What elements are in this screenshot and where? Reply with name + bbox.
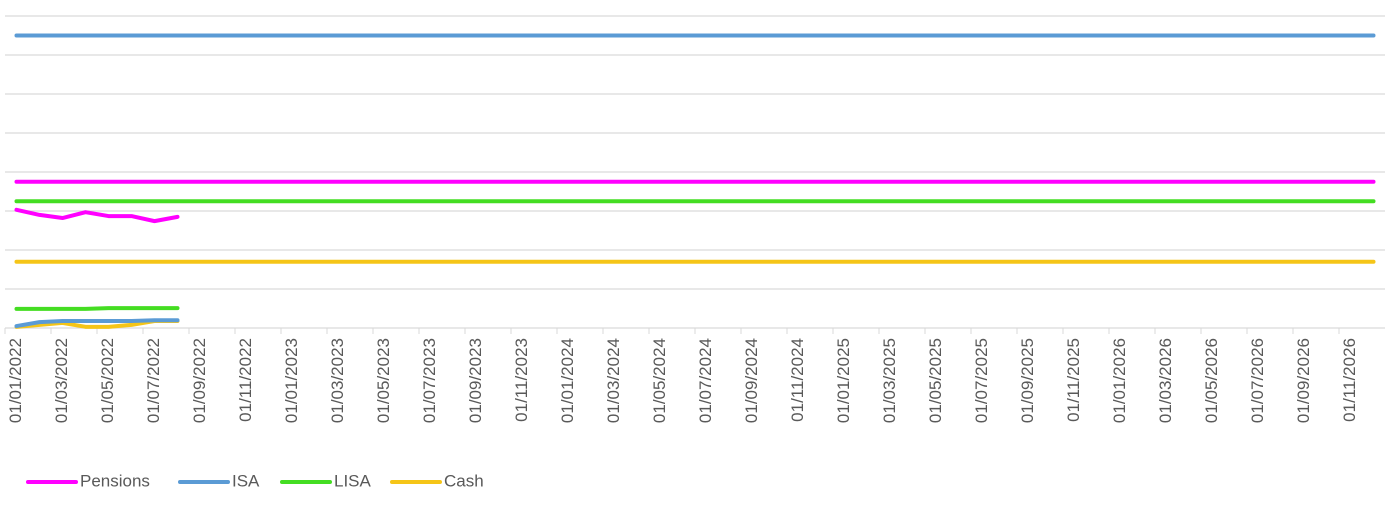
x-tick-label: 01/01/2022 — [6, 338, 25, 423]
x-tick-label: 01/11/2024 — [788, 338, 807, 422]
x-tick-label: 01/03/2022 — [52, 338, 71, 423]
series-line — [14, 318, 180, 329]
x-tick-label: 01/05/2024 — [650, 338, 669, 423]
x-tick-label: 01/09/2026 — [1294, 338, 1313, 423]
x-tick-label: 01/07/2023 — [420, 338, 439, 423]
x-tick-label: 01/01/2024 — [558, 338, 577, 423]
x-tick-label: 01/03/2024 — [604, 338, 623, 423]
x-tick-label: 01/01/2025 — [834, 338, 853, 423]
x-tick-label: 01/07/2022 — [144, 338, 163, 423]
x-tick-label: 01/05/2026 — [1202, 338, 1221, 423]
x-tick-label: 01/01/2026 — [1110, 338, 1129, 423]
x-tick-label: 01/03/2025 — [880, 338, 899, 423]
x-tick-label: 01/11/2022 — [236, 338, 255, 422]
x-tick-label: 01/07/2025 — [972, 338, 991, 423]
x-tick-label: 01/03/2026 — [1156, 338, 1175, 423]
x-tick-label: 01/01/2023 — [282, 338, 301, 423]
x-tick-label: 01/05/2023 — [374, 338, 393, 423]
x-tick-label: 01/09/2022 — [190, 338, 209, 423]
legend-label: Cash — [444, 471, 484, 490]
x-tick-label: 01/11/2025 — [1064, 338, 1083, 422]
x-tick-label: 01/05/2025 — [926, 338, 945, 423]
legend-label: Pensions — [80, 471, 150, 490]
series-line — [14, 306, 180, 311]
x-tick-label: 01/09/2025 — [1018, 338, 1037, 423]
x-tick-label: 01/11/2026 — [1340, 338, 1359, 422]
series-line — [14, 207, 180, 224]
x-tick-label: 01/03/2023 — [328, 338, 347, 423]
x-tick-label: 01/11/2023 — [512, 338, 531, 422]
x-tick-label: 01/05/2022 — [98, 338, 117, 423]
legend-label: LISA — [334, 471, 372, 490]
x-tick-label: 01/07/2026 — [1248, 338, 1267, 423]
x-tick-label: 01/09/2023 — [466, 338, 485, 423]
x-tick-label: 01/07/2024 — [696, 338, 715, 423]
legend-label: ISA — [232, 471, 260, 490]
x-tick-label: 01/09/2024 — [742, 338, 761, 423]
